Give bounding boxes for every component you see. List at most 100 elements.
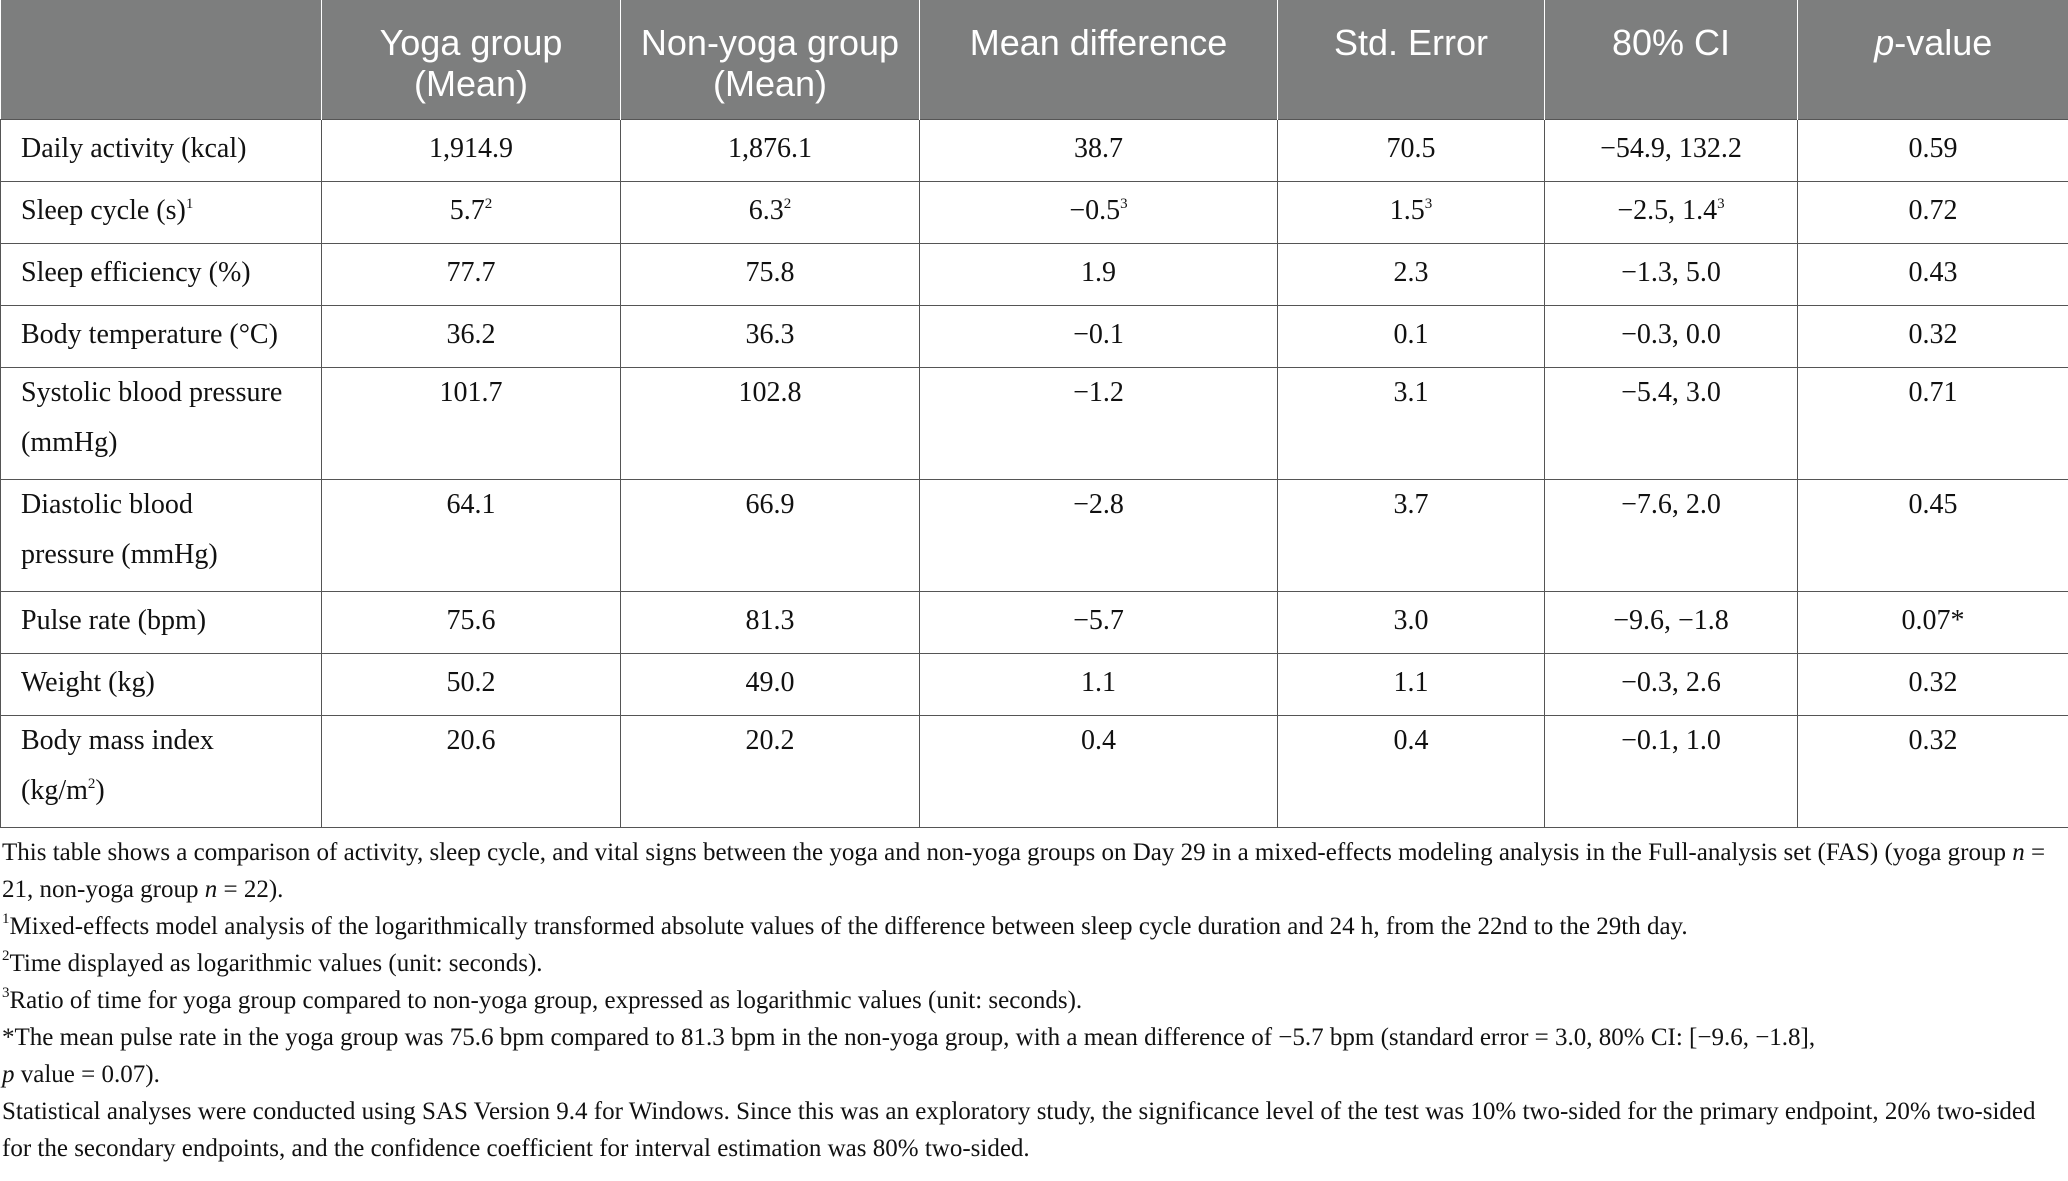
header-mean-difference: Mean difference <box>919 0 1278 119</box>
footnote-star-a: *The mean pulse rate in the yoga group w… <box>2 1024 1816 1051</box>
row-label-line1: Systolic blood pressure <box>21 376 283 408</box>
note-statistics: Statistical analyses were conducted usin… <box>2 1098 2036 1162</box>
cell-yoga: 36.2 <box>321 304 621 368</box>
cell-std-error: 1.53 <box>1277 180 1545 244</box>
footnote-mark: 3 <box>1424 195 1433 212</box>
cell-p-value: 0.32 <box>1797 304 2068 368</box>
table-row-sleep-cycle: Sleep cycle (s)1 5.72 6.32 −0.53 1.53 −2… <box>0 180 2068 244</box>
header-p-rest: -value <box>1894 22 1993 63</box>
cell-non-yoga: 49.0 <box>620 652 920 716</box>
cell-std-error: 2.3 <box>1277 242 1545 306</box>
cell-std-error: 3.7 <box>1277 478 1545 592</box>
footnote-mark: 3 <box>1120 195 1128 212</box>
row-label-text: Sleep cycle (s) <box>21 194 186 226</box>
cell-ci: −5.4, 3.0 <box>1544 366 1798 480</box>
header-p-italic: p <box>1874 22 1895 63</box>
cell-p-value: 0.43 <box>1797 242 2068 306</box>
cell-yoga: 75.6 <box>321 590 621 654</box>
footnote-mark: 3 <box>1717 195 1725 212</box>
header-cell-blank <box>0 0 322 119</box>
row-label: Sleep cycle (s)1 <box>0 180 322 244</box>
cell-std-error: 1.1 <box>1277 652 1545 716</box>
row-label-line2: pressure (mmHg) <box>21 538 218 570</box>
row-label: Daily activity (kcal) <box>0 118 322 182</box>
header-std-error: Std. Error <box>1277 0 1545 119</box>
table-row-pulse-rate: Pulse rate (bpm) 75.6 81.3 −5.7 3.0 −9.6… <box>0 590 2068 654</box>
row-label: Sleep efficiency (%) <box>0 242 322 306</box>
cell-yoga: 1,914.9 <box>321 118 621 182</box>
cell-mean-diff: 38.7 <box>919 118 1278 182</box>
cell-yoga: 101.7 <box>321 366 621 480</box>
cell-std-error: 0.1 <box>1277 304 1545 368</box>
note-n-yoga: n <box>2012 839 2025 866</box>
footnote-3-text: Ratio of time for yoga group compared to… <box>9 987 1083 1014</box>
header-row: Yoga group (Mean) Non-yoga group (Mean) … <box>0 0 2068 119</box>
header-ci: 80% CI <box>1544 0 1798 119</box>
cell-std-error: 70.5 <box>1277 118 1545 182</box>
cell-value: 1.5 <box>1389 194 1425 226</box>
cell-std-error: 3.1 <box>1277 366 1545 480</box>
cell-ci: −54.9, 132.2 <box>1544 118 1798 182</box>
footnote-3: 3Ratio of time for yoga group compared t… <box>2 982 2062 1019</box>
superscript-2: 2 <box>87 775 96 792</box>
cell-value: −2.5, 1.4 <box>1617 194 1718 226</box>
note-intro-c: = 22). <box>217 876 284 903</box>
footnote-2: 2Time displayed as logarithmic values (u… <box>2 945 2062 982</box>
row-label: Body mass index (kg/m2) <box>0 714 322 828</box>
table-row-diastolic-bp: Diastolic blood pressure (mmHg) 64.1 66.9… <box>0 478 2068 592</box>
footnote-star-p: p <box>2 1061 15 1088</box>
cell-ci: −9.6, −1.8 <box>1544 590 1798 654</box>
cell-non-yoga: 6.32 <box>620 180 920 244</box>
row-label: Weight (kg) <box>0 652 322 716</box>
footnote-star: *The mean pulse rate in the yoga group w… <box>2 1019 2062 1093</box>
cell-p-value: 0.71 <box>1797 366 2068 480</box>
cell-p-value: 0.59 <box>1797 118 2068 182</box>
note-intro-a: This table shows a comparison of activit… <box>2 839 2013 866</box>
row-label-line2-post: ) <box>95 774 105 806</box>
cell-yoga: 77.7 <box>321 242 621 306</box>
cell-mean-diff: −0.53 <box>919 180 1278 244</box>
row-label-line2: (mmHg) <box>21 426 118 458</box>
cell-yoga: 20.6 <box>321 714 621 828</box>
row-label-line1: Body mass index <box>21 724 214 756</box>
cell-p-value: 0.72 <box>1797 180 2068 244</box>
cell-ci: −7.6, 2.0 <box>1544 478 1798 592</box>
note-intro-b: = 21, non-yoga group <box>2 839 2046 903</box>
cell-non-yoga: 20.2 <box>620 714 920 828</box>
cell-non-yoga: 66.9 <box>620 478 920 592</box>
cell-mean-diff: −5.7 <box>919 590 1278 654</box>
cell-std-error: 3.0 <box>1277 590 1545 654</box>
footnote-1-mark: 1 <box>2 911 10 927</box>
row-label-line1: Diastolic blood <box>21 488 193 520</box>
table-row-sleep-efficiency: Sleep efficiency (%) 77.7 75.8 1.9 2.3 −… <box>0 242 2068 306</box>
cell-value: −0.5 <box>1069 194 1121 226</box>
cell-non-yoga: 75.8 <box>620 242 920 306</box>
cell-ci: −1.3, 5.0 <box>1544 242 1798 306</box>
cell-mean-diff: −0.1 <box>919 304 1278 368</box>
cell-mean-diff: −2.8 <box>919 478 1278 592</box>
cell-yoga: 50.2 <box>321 652 621 716</box>
cell-ci: −0.3, 0.0 <box>1544 304 1798 368</box>
header-p-value: p-value <box>1798 0 2068 119</box>
cell-std-error: 0.4 <box>1277 714 1545 828</box>
footnote-mark: 2 <box>484 195 493 212</box>
table-notes: This table shows a comparison of activit… <box>2 834 2062 1167</box>
table-row-body-temperature: Body temperature (°C) 36.2 36.3 −0.1 0.1… <box>0 304 2068 368</box>
row-label: Pulse rate (bpm) <box>0 590 322 654</box>
row-label: Body temperature (°C) <box>0 304 322 368</box>
cell-non-yoga: 102.8 <box>620 366 920 480</box>
footnote-mark: 1 <box>185 195 194 212</box>
footnote-star-b: value = 0.07). <box>14 1061 160 1088</box>
cell-p-value: 0.32 <box>1797 652 2068 716</box>
row-label: Systolic blood pressure (mmHg) <box>0 366 322 480</box>
cell-yoga: 64.1 <box>321 478 621 592</box>
cell-mean-diff: 1.1 <box>919 652 1278 716</box>
cell-ci: −0.1, 1.0 <box>1544 714 1798 828</box>
row-label-line2-pre: (kg/m <box>21 774 88 806</box>
cell-value: 6.3 <box>748 194 784 226</box>
cell-ci: −2.5, 1.43 <box>1544 180 1798 244</box>
header-non-yoga-group: Non-yoga group (Mean) <box>620 0 920 119</box>
table-row-systolic-bp: Systolic blood pressure (mmHg) 101.7 102.… <box>0 366 2068 480</box>
footnote-1: 1Mixed-effects model analysis of the log… <box>2 908 2062 945</box>
cell-mean-diff: 0.4 <box>919 714 1278 828</box>
